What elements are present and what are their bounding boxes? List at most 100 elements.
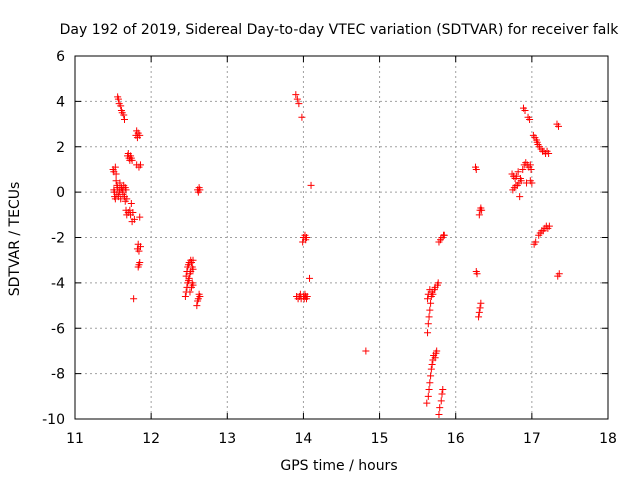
data-point bbox=[127, 199, 135, 207]
data-point bbox=[437, 397, 445, 405]
data-point bbox=[136, 213, 144, 221]
x-tick-label: 18 bbox=[599, 431, 617, 447]
y-tick-label: -4 bbox=[51, 276, 65, 292]
axis-ticks: 11 12 13 14 15 16 17 18 -10 -8 -6 -4 -2 0 2 4 6 bbox=[42, 49, 617, 447]
x-tick-label: 13 bbox=[218, 431, 236, 447]
data-point bbox=[438, 390, 446, 398]
x-tick-label: 12 bbox=[142, 431, 160, 447]
data-point bbox=[136, 131, 144, 139]
data-point bbox=[517, 177, 525, 185]
data-point bbox=[476, 304, 484, 312]
data-point bbox=[189, 256, 197, 264]
data-point bbox=[117, 102, 125, 110]
data-point bbox=[306, 274, 314, 282]
data-point bbox=[519, 165, 527, 173]
data-point bbox=[293, 95, 301, 103]
data-point bbox=[526, 161, 534, 169]
data-point bbox=[513, 172, 521, 180]
grid-lines bbox=[75, 56, 608, 419]
data-point bbox=[427, 372, 435, 380]
data-point bbox=[136, 243, 144, 251]
x-tick-label: 11 bbox=[66, 431, 84, 447]
data-point bbox=[427, 365, 435, 373]
data-point bbox=[477, 299, 485, 307]
data-point bbox=[555, 270, 563, 278]
data-point bbox=[295, 100, 303, 108]
data-point bbox=[307, 181, 315, 189]
x-tick-label: 17 bbox=[523, 431, 541, 447]
data-point bbox=[120, 116, 128, 124]
data-point bbox=[181, 292, 189, 300]
data-point bbox=[426, 306, 434, 314]
data-point bbox=[111, 163, 119, 171]
data-point bbox=[114, 95, 122, 103]
y-tick-label: -10 bbox=[42, 412, 65, 428]
y-axis-label: SDTVAR / TECUs bbox=[7, 182, 23, 297]
data-point bbox=[186, 288, 194, 296]
data-point bbox=[527, 165, 535, 173]
x-axis-label: GPS time / hours bbox=[280, 458, 397, 474]
x-tick-label: 14 bbox=[295, 431, 313, 447]
data-point bbox=[302, 234, 310, 241]
y-tick-label: -8 bbox=[51, 367, 65, 383]
data-point bbox=[425, 313, 433, 321]
data-point bbox=[136, 258, 144, 266]
data-point bbox=[189, 281, 197, 289]
data-point bbox=[434, 279, 442, 287]
data-point bbox=[428, 361, 436, 369]
data-point bbox=[516, 193, 524, 201]
data-point bbox=[532, 238, 540, 246]
data-point bbox=[196, 186, 204, 194]
x-tick-label: 15 bbox=[371, 431, 389, 447]
data-point bbox=[189, 265, 197, 273]
data-point bbox=[196, 292, 204, 300]
y-tick-label: -6 bbox=[51, 321, 65, 337]
y-tick-label: 0 bbox=[56, 185, 65, 201]
y-tick-label: 2 bbox=[56, 140, 65, 156]
data-point bbox=[435, 410, 443, 418]
y-tick-label: -2 bbox=[51, 231, 65, 247]
data-point bbox=[433, 347, 441, 355]
data-point bbox=[136, 161, 144, 169]
y-tick-label: 6 bbox=[56, 49, 65, 65]
data-point bbox=[427, 299, 435, 307]
chart-title: Day 192 of 2019, Sidereal Day-to-day VTE… bbox=[60, 22, 620, 38]
data-point bbox=[123, 195, 131, 203]
data-point bbox=[117, 195, 125, 203]
data-point bbox=[545, 222, 553, 230]
y-tick-label: 4 bbox=[56, 94, 65, 110]
data-point bbox=[475, 211, 483, 219]
data-point bbox=[193, 302, 201, 310]
data-point bbox=[128, 156, 136, 164]
data-point bbox=[440, 231, 448, 239]
data-point bbox=[298, 113, 306, 121]
data-point bbox=[528, 179, 536, 187]
data-point bbox=[185, 274, 193, 282]
data-point bbox=[112, 170, 120, 178]
data-point bbox=[439, 386, 447, 394]
x-tick-label: 16 bbox=[447, 431, 465, 447]
data-point bbox=[122, 186, 130, 194]
data-point bbox=[475, 308, 483, 316]
data-point bbox=[362, 347, 370, 355]
data-point bbox=[424, 295, 432, 303]
data-point bbox=[425, 386, 433, 394]
data-points bbox=[109, 91, 563, 418]
data-point bbox=[120, 111, 128, 119]
data-point bbox=[129, 209, 137, 217]
data-point bbox=[112, 177, 120, 185]
data-point bbox=[426, 379, 434, 387]
data-point bbox=[473, 270, 481, 278]
data-point bbox=[135, 247, 143, 255]
data-point bbox=[478, 206, 486, 214]
data-point bbox=[475, 313, 483, 321]
data-point bbox=[130, 215, 138, 223]
data-point bbox=[130, 295, 138, 303]
data-point bbox=[436, 404, 444, 412]
data-point bbox=[424, 320, 432, 328]
data-point bbox=[526, 116, 534, 124]
data-point bbox=[472, 165, 480, 173]
data-point bbox=[545, 150, 553, 158]
data-point bbox=[303, 292, 311, 300]
